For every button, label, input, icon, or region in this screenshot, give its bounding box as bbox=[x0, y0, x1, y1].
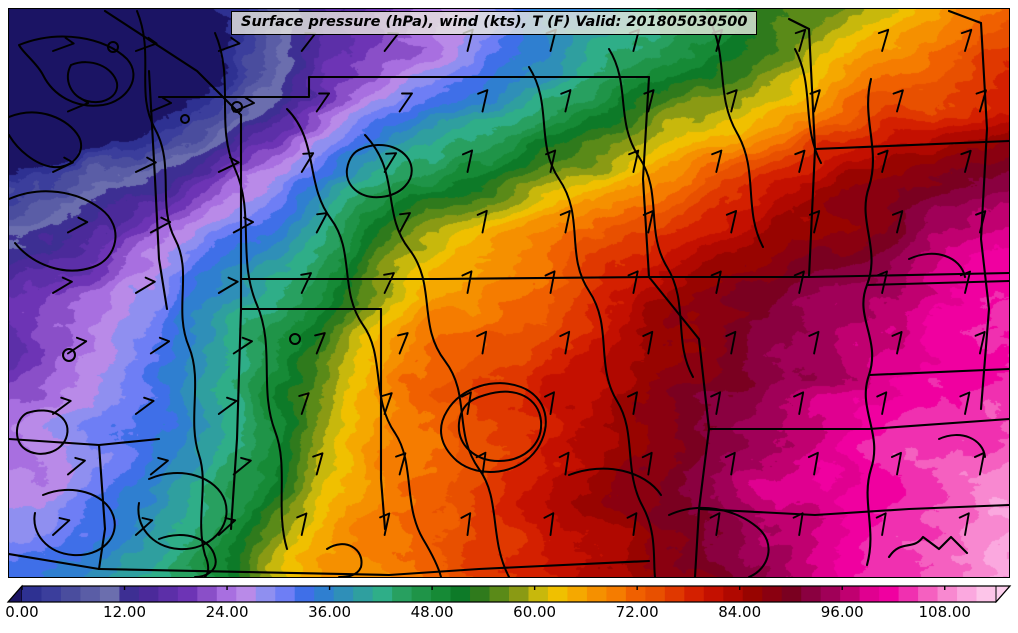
map-overlay-layer bbox=[9, 9, 1009, 577]
colorbar[interactable]: 0.00 12.00 24.00 36.00 48.00 60.00 72.00 84.00 9… bbox=[0, 583, 1018, 633]
colorbar-tick-label: 96.00 bbox=[820, 603, 864, 621]
colorbar-tick-label: 108.00 bbox=[918, 603, 971, 621]
colorbar-gradient bbox=[6, 584, 1012, 603]
colorbar-tick-label: 36.00 bbox=[308, 603, 352, 621]
wind-barbs-layer bbox=[52, 28, 987, 536]
map-panel[interactable] bbox=[8, 8, 1010, 578]
colorbar-tick-label: 12.00 bbox=[103, 603, 146, 621]
colorbar-tick-label: 72.00 bbox=[615, 603, 659, 621]
pressure-contours-layer bbox=[9, 10, 986, 577]
colorbar-tick-label: 48.00 bbox=[410, 603, 454, 621]
colorbar-tick-label: 0.00 bbox=[5, 603, 39, 621]
temperature-shading-layer bbox=[9, 9, 1009, 577]
colorbar-tick-label: 84.00 bbox=[718, 603, 762, 621]
state-borders-layer bbox=[9, 9, 1009, 577]
colorbar-tick-label: 24.00 bbox=[205, 603, 249, 621]
map-title: Surface pressure (hPa), wind (kts), T (F… bbox=[231, 11, 758, 36]
colorbar-tick-label: 60.00 bbox=[513, 603, 557, 621]
